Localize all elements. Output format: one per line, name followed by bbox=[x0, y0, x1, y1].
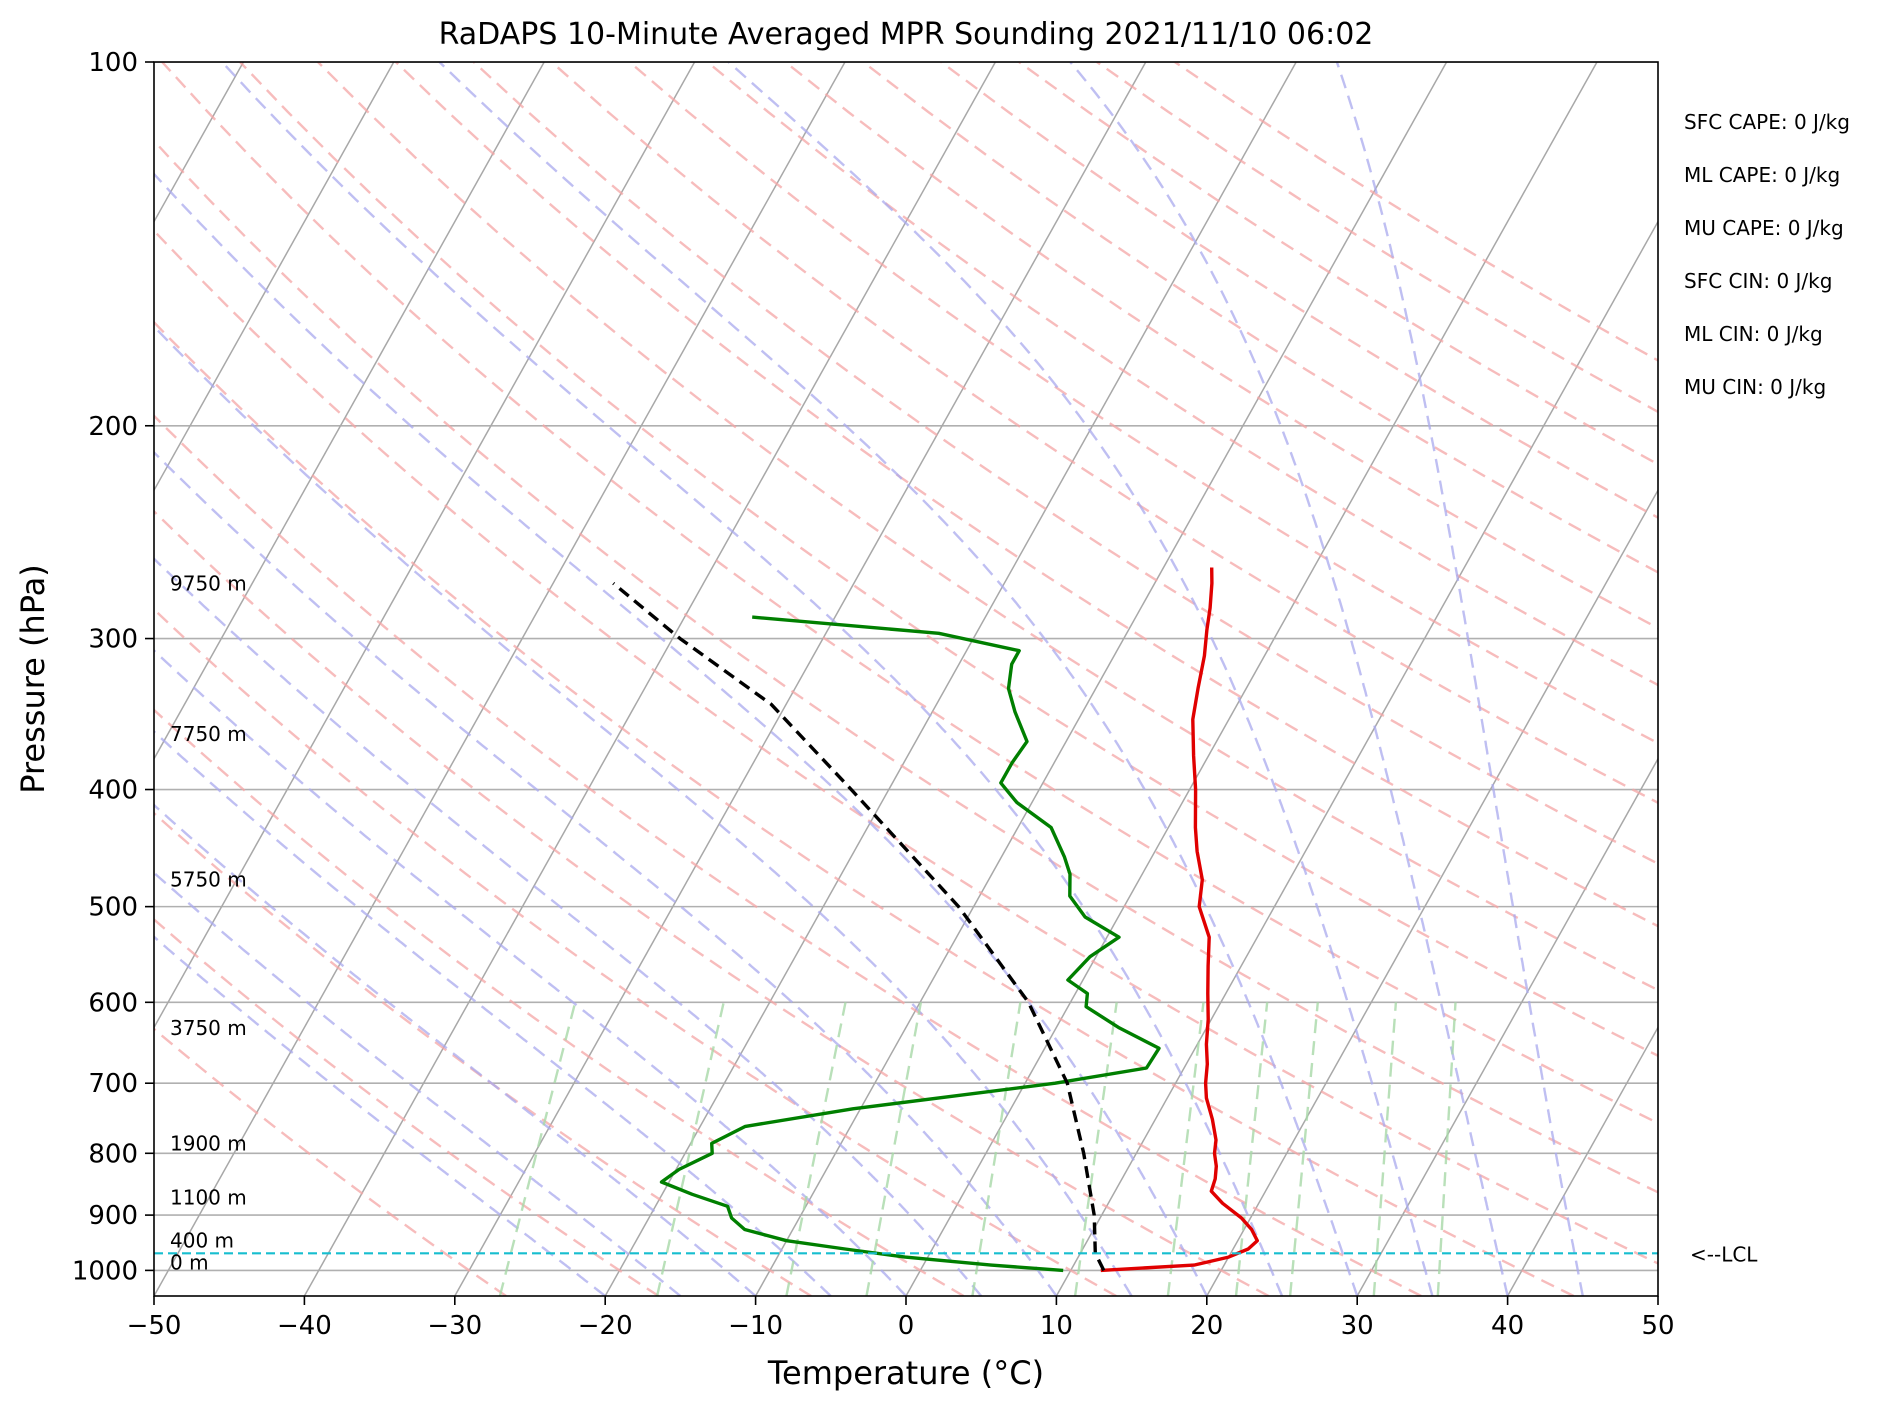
lcl-label: <--LCL bbox=[1690, 1242, 1758, 1266]
parcel-profile bbox=[612, 581, 1106, 1272]
moist-adiabat bbox=[1335, 62, 1584, 1296]
y-tick-label: 700 bbox=[88, 1069, 138, 1099]
mixing-ratio-line bbox=[1288, 1002, 1319, 1296]
stat-text: SFC CAPE: 0 J/kg bbox=[1684, 110, 1850, 134]
y-tick-label: 600 bbox=[88, 988, 138, 1018]
isotherm-line bbox=[1356, 757, 1658, 1296]
stat-text: MU CAPE: 0 J/kg bbox=[1684, 216, 1844, 240]
isotherm-line bbox=[604, 62, 1297, 1296]
x-tick-label: −50 bbox=[127, 1311, 182, 1341]
height-label: 1100 m bbox=[170, 1185, 247, 1209]
x-tick-label: −20 bbox=[578, 1311, 633, 1341]
height-label: 400 m bbox=[170, 1229, 234, 1253]
x-axis-label: Temperature (°C) bbox=[767, 1354, 1044, 1392]
isotherm-line bbox=[454, 62, 1147, 1296]
height-label: 9750 m bbox=[170, 571, 247, 595]
y-tick-label: 400 bbox=[88, 776, 138, 806]
moist-adiabat bbox=[1069, 62, 1509, 1296]
x-tick-label: 10 bbox=[1040, 1311, 1073, 1341]
isotherm-line bbox=[1506, 1025, 1658, 1296]
moist-adiabat bbox=[727, 62, 1434, 1296]
mixing-ratio-line bbox=[785, 1002, 847, 1296]
isotherm-line bbox=[154, 62, 395, 492]
mixing-ratio-line bbox=[1073, 1002, 1118, 1296]
mixing-ratio-line bbox=[498, 1002, 577, 1296]
mixing-ratio-line bbox=[1372, 1002, 1398, 1296]
dry-adiabat bbox=[862, 62, 1658, 574]
mixing-ratio-line bbox=[1436, 1002, 1457, 1296]
mixing-ratio-line bbox=[865, 1002, 923, 1296]
dry-adiabat bbox=[784, 62, 1658, 630]
y-tick-label: 200 bbox=[88, 412, 138, 442]
y-tick-label: 500 bbox=[88, 893, 138, 923]
dry-adiabat bbox=[154, 509, 1270, 1296]
isotherm-line bbox=[905, 62, 1598, 1296]
isotherm-line bbox=[754, 62, 1448, 1296]
dry-adiabat bbox=[154, 414, 1422, 1296]
x-tick-label: 0 bbox=[898, 1311, 915, 1341]
height-label: 3750 m bbox=[170, 1016, 247, 1040]
moist-adiabat bbox=[221, 62, 1284, 1296]
moist-adiabat bbox=[154, 648, 907, 1296]
x-tick-label: −40 bbox=[277, 1311, 332, 1341]
height-label: 0 m bbox=[170, 1250, 209, 1274]
y-tick-label: 1000 bbox=[72, 1256, 138, 1286]
isotherm-line bbox=[1055, 220, 1658, 1296]
dry-adiabat bbox=[154, 917, 660, 1296]
chart-title: RaDAPS 10-Minute Averaged MPR Sounding 2… bbox=[439, 17, 1374, 52]
x-tick-label: −10 bbox=[728, 1311, 783, 1341]
height-label: 1900 m bbox=[170, 1131, 247, 1155]
dewpoint-profile bbox=[659, 615, 1161, 1273]
dry-adiabat bbox=[154, 811, 812, 1296]
x-tick-label: 30 bbox=[1341, 1311, 1374, 1341]
moist-adiabat bbox=[154, 450, 1058, 1296]
background-lines bbox=[154, 62, 1658, 1296]
dry-adiabat bbox=[154, 607, 1117, 1296]
stat-text: ML CAPE: 0 J/kg bbox=[1684, 163, 1840, 187]
mixing-ratio-line bbox=[971, 1002, 1022, 1296]
moist-adiabat bbox=[154, 324, 1133, 1296]
mixing-ratio-line bbox=[1234, 1002, 1269, 1296]
series-layer bbox=[154, 567, 1658, 1273]
mixing-ratio-line bbox=[655, 1002, 725, 1296]
x-tick-label: 50 bbox=[1641, 1311, 1674, 1341]
stats-panel: SFC CAPE: 0 J/kg ML CAPE: 0 J/kg MU CAPE: … bbox=[1684, 110, 1850, 399]
moist-adiabat bbox=[438, 62, 1359, 1296]
isotherm-line bbox=[154, 62, 696, 1029]
moist-adiabat bbox=[154, 803, 757, 1296]
moist-adiabat bbox=[154, 557, 983, 1296]
x-tick-label: 20 bbox=[1190, 1311, 1223, 1341]
mixing-ratio-line bbox=[1166, 1002, 1205, 1296]
stat-text: SFC CIN: 0 J/kg bbox=[1684, 269, 1832, 293]
stat-text: MU CIN: 0 J/kg bbox=[1684, 375, 1826, 399]
height-label: 7750 m bbox=[170, 722, 247, 746]
isotherm-line bbox=[154, 62, 846, 1296]
dry-adiabat bbox=[154, 708, 965, 1296]
y-tick-label: 800 bbox=[88, 1139, 138, 1169]
x-tick-label: −30 bbox=[427, 1311, 482, 1341]
x-tick-label: 40 bbox=[1491, 1311, 1524, 1341]
y-axis-label: Pressure (hPa) bbox=[14, 564, 52, 794]
axis-layer: −50 −40 −30 −20 −10 0 10 20 30 40 50 100 200 300 400 50… bbox=[72, 48, 1675, 1341]
moist-adiabat bbox=[154, 730, 832, 1296]
y-tick-label: 100 bbox=[88, 48, 138, 78]
height-label: 5750 m bbox=[170, 868, 247, 892]
isotherm-line bbox=[1206, 488, 1658, 1296]
y-tick-label: 900 bbox=[88, 1201, 138, 1231]
moist-adiabat bbox=[154, 172, 1208, 1296]
stat-text: ML CIN: 0 J/kg bbox=[1684, 322, 1823, 346]
moist-adiabat bbox=[154, 871, 682, 1296]
moist-adiabat bbox=[154, 935, 606, 1296]
y-tick-label: 300 bbox=[88, 625, 138, 655]
temperature-profile bbox=[1100, 567, 1259, 1273]
